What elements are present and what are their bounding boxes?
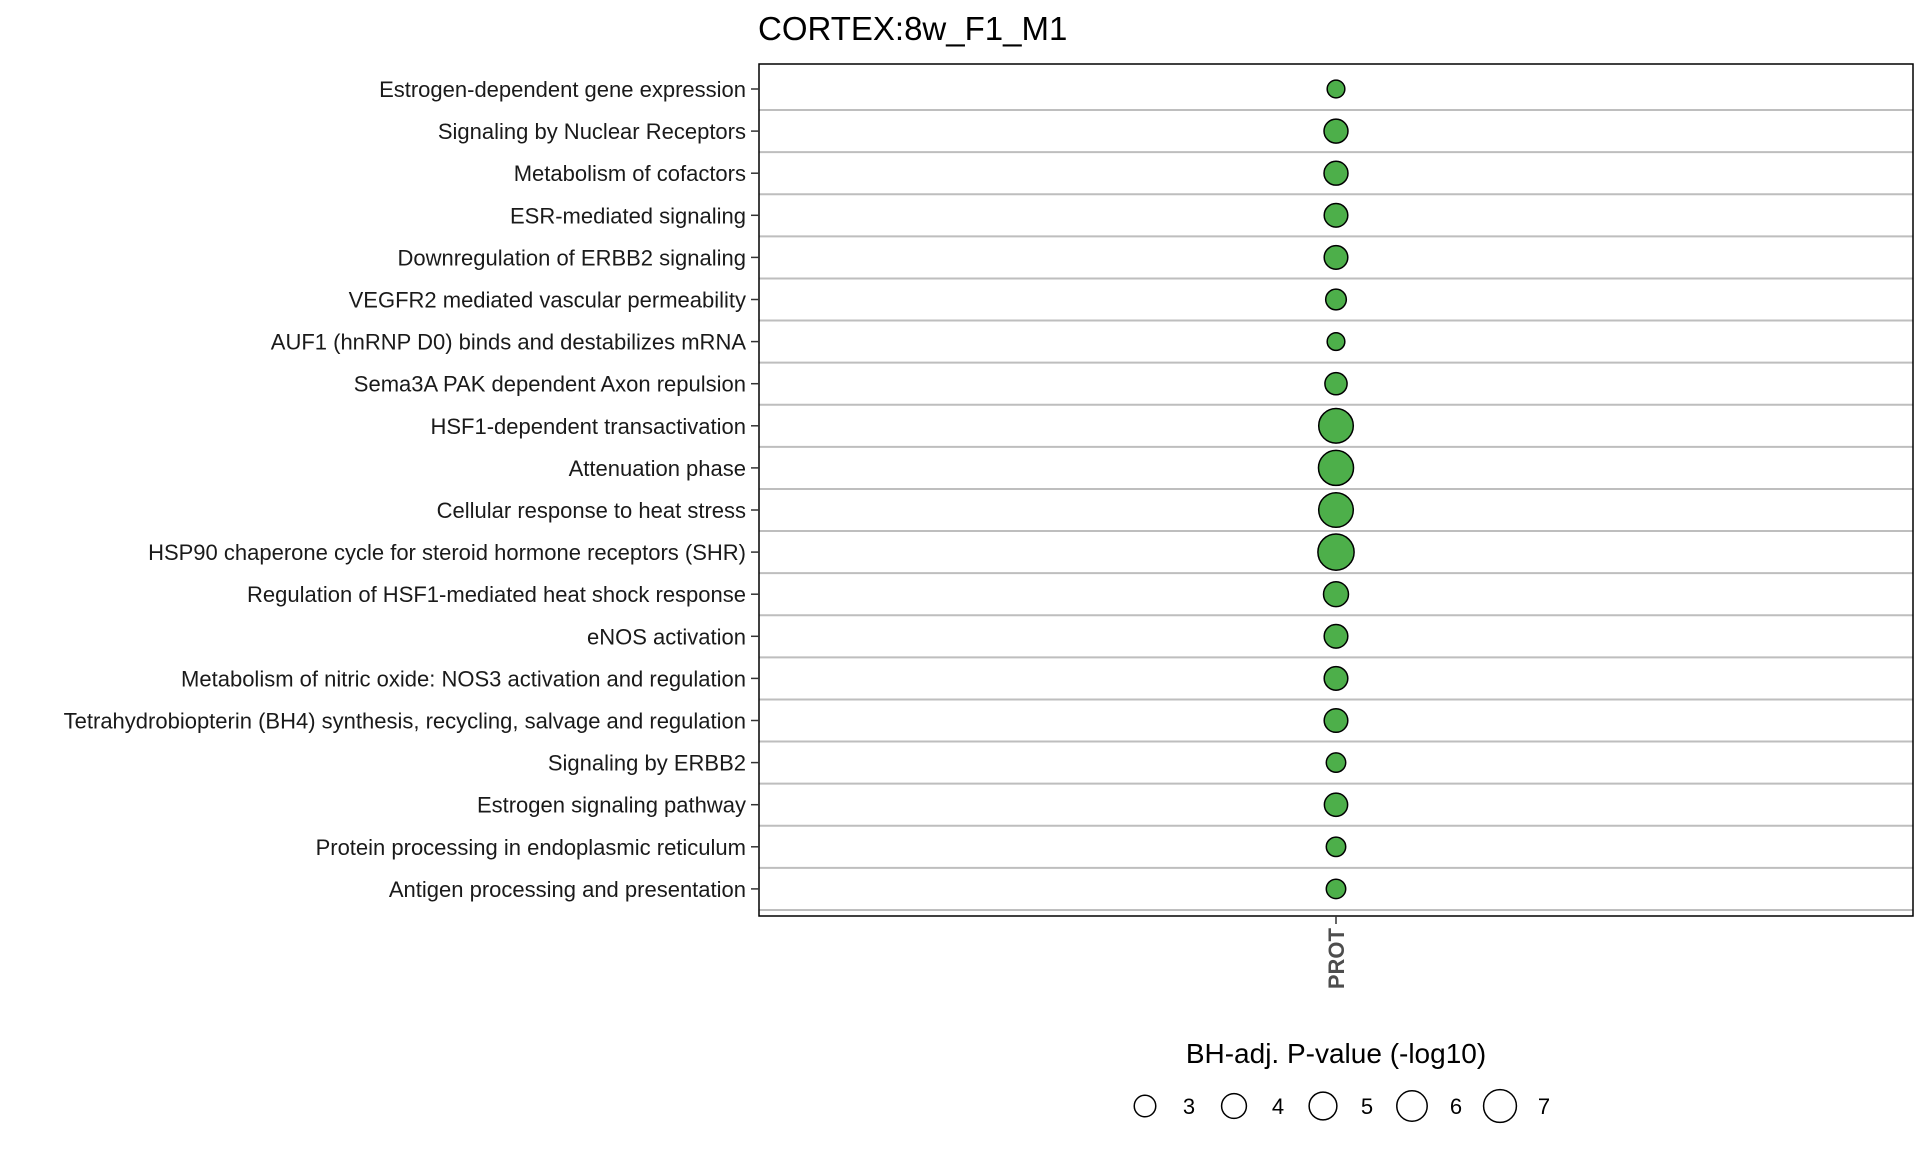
x-tick-label: PROT (1324, 927, 1349, 989)
y-tick-label: Sema3A PAK dependent Axon repulsion (354, 372, 746, 397)
y-tick-label: Signaling by Nuclear Receptors (438, 119, 746, 144)
y-tick-label: eNOS activation (587, 624, 746, 649)
data-point (1323, 244, 1349, 270)
legend-key-circle (1396, 1090, 1428, 1122)
size-legend: BH-adj. P-value (-log10) 3 4 5 6 7 (1133, 1038, 1550, 1124)
legend-key-circle (1133, 1094, 1157, 1118)
y-tick-label: Antigen processing and presentation (389, 877, 746, 902)
y-tick-label: ESR-mediated signaling (510, 203, 746, 228)
y-tick-label: Metabolism of nitric oxide: NOS3 activat… (181, 666, 746, 691)
y-tick-label: Signaling by ERBB2 (548, 751, 746, 776)
chart-title: CORTEX:8w_F1_M1 (758, 10, 1067, 47)
legend-title: BH-adj. P-value (-log10) (1186, 1038, 1486, 1069)
data-point (1323, 792, 1349, 818)
data-point (1317, 533, 1355, 571)
legend-key-label: 4 (1272, 1094, 1284, 1119)
data-point (1323, 202, 1349, 228)
data-point (1325, 836, 1347, 858)
legend-key-circle (1308, 1091, 1338, 1121)
y-tick-label: Metabolism of cofactors (514, 161, 746, 186)
legend-key-label: 5 (1361, 1094, 1373, 1119)
legend-key-label: 3 (1183, 1094, 1195, 1119)
data-points (1317, 79, 1355, 900)
y-tick-label: Downregulation of ERBB2 signaling (397, 245, 746, 270)
legend-key-circle (1482, 1088, 1518, 1124)
data-point (1323, 707, 1349, 734)
data-point (1324, 371, 1348, 396)
data-point (1324, 288, 1348, 311)
legend-key-label: 6 (1450, 1094, 1462, 1119)
y-tick-label: Estrogen signaling pathway (477, 793, 746, 818)
data-point (1323, 160, 1349, 186)
y-tick-label: Attenuation phase (569, 456, 746, 481)
y-tick-label: Regulation of HSF1-mediated heat shock r… (247, 582, 746, 607)
y-tick-label: Cellular response to heat stress (437, 498, 746, 523)
y-axis: Estrogen-dependent gene expression Signal… (64, 77, 759, 902)
data-point (1323, 665, 1349, 691)
y-tick-label: VEGFR2 mediated vascular permeability (349, 288, 746, 313)
legend-key-label: 7 (1538, 1094, 1550, 1119)
data-point (1317, 449, 1355, 487)
data-point (1322, 580, 1350, 608)
y-tick-label: Estrogen-dependent gene expression (379, 77, 746, 102)
data-point (1325, 878, 1347, 900)
plot-panel (758, 63, 1914, 917)
x-axis: PROT (1324, 916, 1349, 989)
data-point (1326, 79, 1346, 99)
data-point (1323, 118, 1349, 144)
data-point (1317, 407, 1355, 444)
legend-key-circle (1220, 1092, 1248, 1120)
y-tick-label: AUF1 (hnRNP D0) binds and destabilizes m… (271, 330, 747, 355)
data-point (1317, 491, 1355, 529)
y-tick-label: Protein processing in endoplasmic reticu… (316, 835, 746, 860)
y-tick-label: HSP90 chaperone cycle for steroid hormon… (148, 540, 746, 565)
data-point (1326, 332, 1346, 352)
data-point (1325, 752, 1347, 774)
y-tick-label: Tetrahydrobiopterin (BH4) synthesis, rec… (64, 709, 746, 734)
gridlines (759, 109, 1913, 911)
data-point (1323, 623, 1349, 649)
y-tick-label: HSF1-dependent transactivation (430, 414, 746, 439)
